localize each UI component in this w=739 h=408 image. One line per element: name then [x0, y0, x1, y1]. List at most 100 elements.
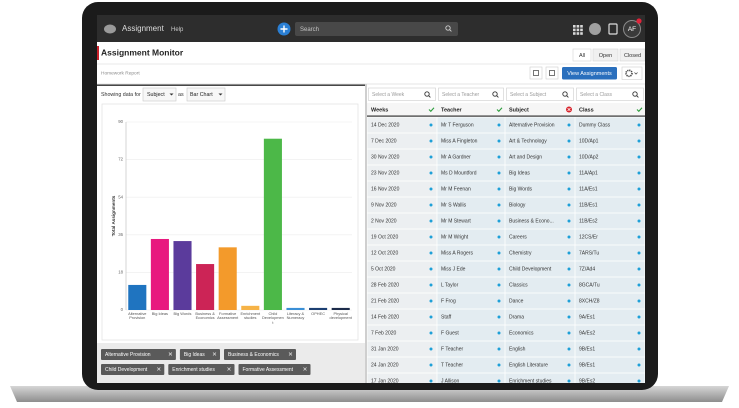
table-cell[interactable]: [575, 341, 645, 357]
table-cell[interactable]: [437, 309, 505, 325]
table-cell[interactable]: [367, 341, 437, 357]
bar[interactable]: [150, 238, 169, 310]
chip-remove-icon[interactable]: [168, 352, 173, 356]
status-tab[interactable]: [572, 48, 592, 62]
app-logo[interactable]: [104, 24, 116, 34]
app-name[interactable]: Assignment: [122, 24, 165, 33]
toolbar-button[interactable]: [545, 66, 559, 80]
table-cell[interactable]: [437, 373, 505, 388]
device-icon[interactable]: [608, 23, 618, 35]
table-cell[interactable]: [575, 357, 645, 373]
table-cell[interactable]: [575, 165, 645, 181]
table-cell[interactable]: [505, 149, 575, 165]
status-tab[interactable]: [592, 48, 619, 62]
bar[interactable]: [263, 138, 282, 310]
table-cell[interactable]: [437, 229, 505, 245]
table-cell[interactable]: [437, 261, 505, 277]
table-cell[interactable]: [367, 309, 437, 325]
table-cell[interactable]: [505, 229, 575, 245]
table-cell[interactable]: [505, 277, 575, 293]
bar[interactable]: [196, 264, 215, 310]
table-cell[interactable]: [575, 133, 645, 149]
column-filter[interactable]: [506, 87, 574, 101]
table-cell[interactable]: [505, 165, 575, 181]
table-cell[interactable]: [367, 293, 437, 309]
column-filter[interactable]: [438, 87, 504, 101]
table-cell[interactable]: [437, 149, 505, 165]
search-box[interactable]: [295, 22, 458, 36]
table-cell[interactable]: [575, 197, 645, 213]
filter-chip[interactable]: [101, 349, 176, 360]
table-cell[interactable]: [575, 181, 645, 197]
table-cell[interactable]: [505, 341, 575, 357]
table-cell[interactable]: [367, 357, 437, 373]
table-cell[interactable]: [367, 261, 437, 277]
table-cell[interactable]: [575, 213, 645, 229]
table-cell[interactable]: [575, 149, 645, 165]
avatar[interactable]: [623, 20, 641, 38]
table-cell[interactable]: [367, 325, 437, 341]
toolbar-button[interactable]: [529, 66, 543, 80]
table-cell[interactable]: [367, 245, 437, 261]
table-cell[interactable]: [367, 149, 437, 165]
table-cell[interactable]: [437, 165, 505, 181]
table-cell[interactable]: [437, 277, 505, 293]
table-cell[interactable]: [437, 357, 505, 373]
table-cell[interactable]: [437, 133, 505, 149]
table-cell[interactable]: [437, 245, 505, 261]
table-cell[interactable]: [575, 261, 645, 277]
table-cell[interactable]: [505, 117, 575, 133]
bar[interactable]: [241, 305, 260, 310]
table-cell[interactable]: [505, 325, 575, 341]
chip-remove-icon[interactable]: [303, 367, 307, 371]
table-cell[interactable]: [505, 245, 575, 261]
table-cell[interactable]: [575, 373, 645, 388]
table-cell[interactable]: [575, 245, 645, 261]
profile-icon[interactable]: [589, 23, 601, 35]
filter-chip[interactable]: [238, 364, 311, 375]
table-cell[interactable]: [505, 373, 575, 388]
table-cell[interactable]: [575, 277, 645, 293]
table-cell[interactable]: [505, 357, 575, 373]
table-cell[interactable]: [575, 309, 645, 325]
table-cell[interactable]: [367, 133, 437, 149]
table-cell[interactable]: [505, 133, 575, 149]
table-cell[interactable]: [437, 325, 505, 341]
column-filter[interactable]: [368, 87, 436, 101]
table-cell[interactable]: [437, 117, 505, 133]
table-cell[interactable]: [505, 197, 575, 213]
table-cell[interactable]: [437, 341, 505, 357]
filter-chip[interactable]: [224, 349, 296, 360]
bar[interactable]: [173, 241, 192, 310]
table-cell[interactable]: [575, 229, 645, 245]
filter-chip[interactable]: [179, 349, 220, 360]
filter-chip[interactable]: [101, 364, 165, 375]
bar[interactable]: [331, 307, 350, 310]
table-cell[interactable]: [575, 117, 645, 133]
table-cell[interactable]: [367, 165, 437, 181]
table-cell[interactable]: [575, 325, 645, 341]
table-cell[interactable]: [505, 293, 575, 309]
group-by-dropdown[interactable]: [142, 87, 177, 102]
chip-remove-icon[interactable]: [157, 367, 161, 371]
table-cell[interactable]: [367, 117, 437, 133]
table-cell[interactable]: [505, 261, 575, 277]
table-cell[interactable]: [575, 293, 645, 309]
bar[interactable]: [309, 307, 328, 310]
table-cell[interactable]: [367, 197, 437, 213]
table-cell[interactable]: [437, 181, 505, 197]
chip-remove-icon[interactable]: [288, 352, 293, 356]
table-cell[interactable]: [437, 293, 505, 309]
table-cell[interactable]: [367, 181, 437, 197]
table-cell[interactable]: [437, 213, 505, 229]
chip-remove-icon[interactable]: [212, 352, 217, 356]
status-tab[interactable]: [619, 48, 645, 62]
bar[interactable]: [286, 307, 305, 310]
table-cell[interactable]: [505, 309, 575, 325]
bar[interactable]: [128, 284, 147, 310]
filter-chip[interactable]: [168, 364, 235, 375]
column-filter[interactable]: [576, 87, 644, 101]
bar[interactable]: [218, 247, 237, 310]
view-assignments-button[interactable]: [562, 67, 617, 80]
table-cell[interactable]: [505, 213, 575, 229]
